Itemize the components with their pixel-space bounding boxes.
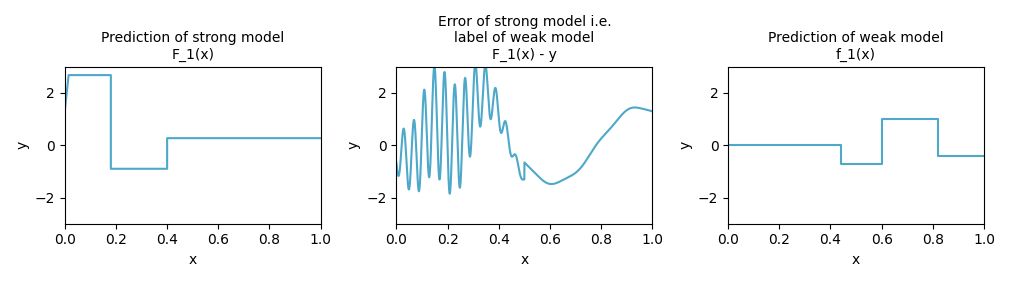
X-axis label: x: x (189, 253, 197, 267)
X-axis label: x: x (520, 253, 528, 267)
Y-axis label: y: y (679, 141, 693, 149)
Title: Error of strong model i.e.
label of weak model
F_1(x) - y: Error of strong model i.e. label of weak… (437, 15, 611, 61)
Y-axis label: y: y (346, 141, 361, 149)
Title: Prediction of weak model
f_1(x): Prediction of weak model f_1(x) (769, 31, 944, 61)
Y-axis label: y: y (15, 141, 29, 149)
X-axis label: x: x (851, 253, 861, 267)
Title: Prediction of strong model
F_1(x): Prediction of strong model F_1(x) (101, 31, 285, 61)
